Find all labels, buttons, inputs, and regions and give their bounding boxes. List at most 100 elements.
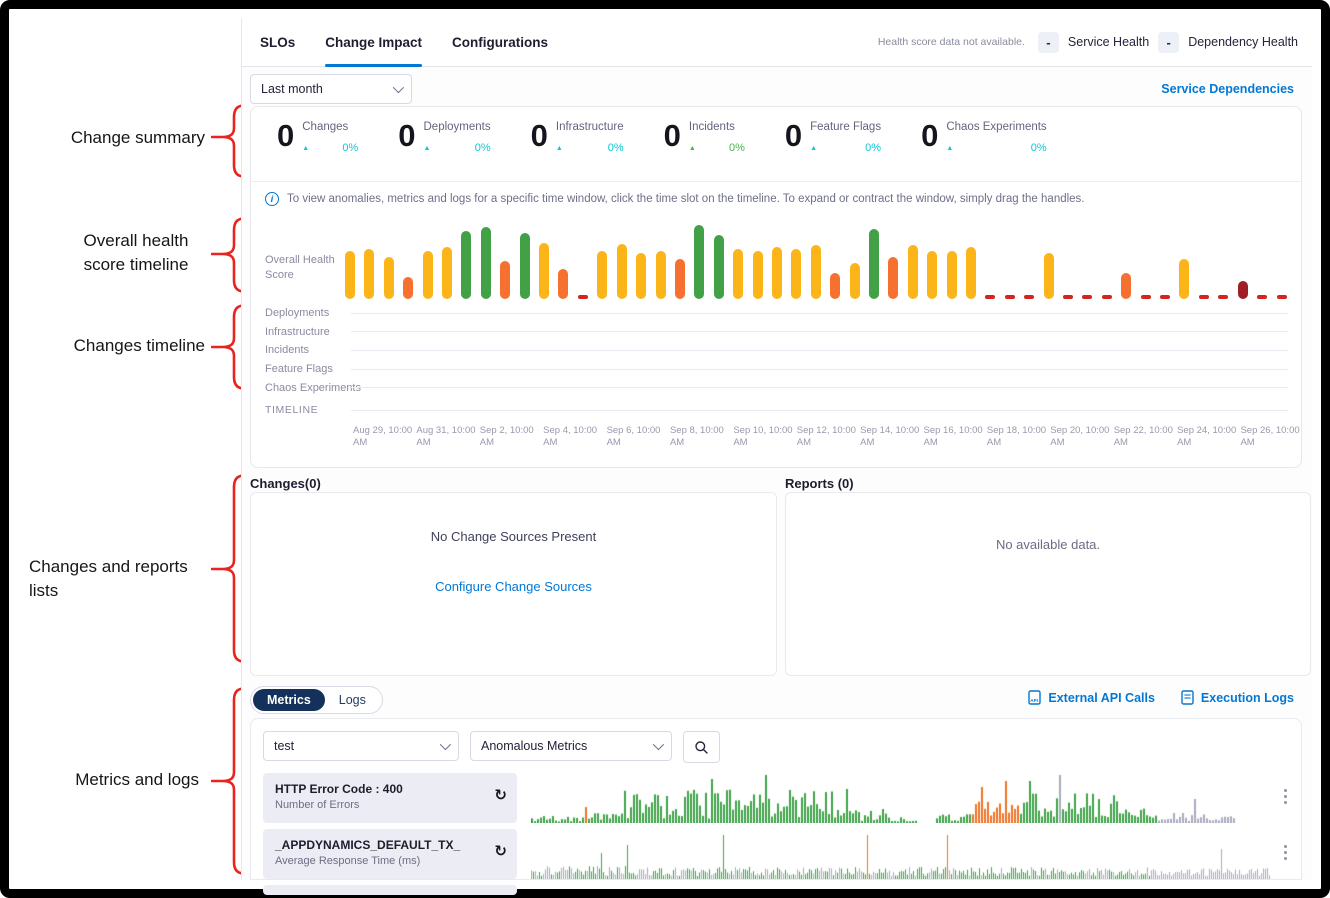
stat-delta: 0% — [728, 142, 745, 154]
health-bar[interactable] — [1276, 295, 1287, 299]
change-summary-card: 0 Changes ▲ 0% 0 Deployments ▲ 0% 0 — [250, 106, 1302, 468]
tab-change-impact[interactable]: Change Impact — [325, 18, 422, 67]
health-bar[interactable] — [907, 245, 918, 299]
metric-type-select[interactable]: Anomalous Metrics — [470, 731, 672, 761]
health-bar[interactable] — [830, 273, 841, 299]
health-bar[interactable] — [1218, 295, 1229, 299]
tab-configurations[interactable]: Configurations — [452, 34, 549, 50]
health-bar[interactable] — [868, 229, 879, 299]
external-api-calls-link[interactable]: API External API Calls — [1028, 690, 1155, 705]
health-bar[interactable] — [422, 251, 433, 299]
divider — [251, 181, 1301, 182]
health-bar[interactable] — [849, 263, 860, 299]
health-bar[interactable] — [364, 249, 375, 299]
health-bar[interactable] — [1121, 273, 1132, 299]
metric-row: _APPDYNAMICS_DEFAULT_TX_ Average Respons… — [263, 829, 1289, 879]
refresh-icon[interactable]: ↻ — [494, 787, 507, 804]
health-bar[interactable] — [927, 251, 938, 299]
health-bar[interactable] — [345, 251, 355, 299]
health-bar[interactable] — [1257, 295, 1268, 299]
health-bar[interactable] — [655, 251, 666, 299]
stat-feature-flags: 0 Feature Flags ▲ 0% — [785, 120, 881, 154]
health-bar[interactable] — [597, 251, 608, 299]
health-bar[interactable] — [674, 259, 685, 299]
info-icon: i — [265, 192, 279, 206]
health-bar[interactable] — [1024, 295, 1035, 299]
health-bar[interactable] — [1043, 253, 1054, 299]
health-bar[interactable] — [966, 247, 976, 299]
timeline-tick: Sep 6, 10:00 AM — [606, 425, 661, 448]
overall-health-score-chart[interactable] — [345, 215, 1287, 299]
health-bar[interactable] — [752, 251, 763, 299]
health-bar[interactable] — [480, 227, 491, 299]
health-bar[interactable] — [1101, 295, 1112, 299]
service-filter-select[interactable]: test — [263, 731, 459, 761]
time-range-select[interactable]: Last month — [250, 74, 412, 104]
health-bar[interactable] — [636, 253, 647, 299]
health-bar[interactable] — [461, 231, 472, 299]
metric-title: _APPDYNAMICS_DEFAULT_TX_ — [275, 838, 461, 852]
health-bar[interactable] — [442, 247, 453, 299]
health-bar[interactable] — [713, 235, 724, 299]
health-bar[interactable] — [946, 251, 957, 299]
health-bar[interactable] — [1004, 295, 1015, 299]
health-bar[interactable] — [810, 245, 821, 299]
annotation-changes-and-reports-lists: Changes and reports lists — [29, 557, 188, 601]
health-bar[interactable] — [577, 295, 588, 299]
health-bar[interactable] — [888, 257, 899, 299]
timeline-ticks: Aug 29, 10:00 AM Aug 31, 10:00 AM Sep 2, 1… — [353, 425, 1304, 449]
metric-name-card[interactable]: HTTP Error Code : 400 Number of Errors ↻ — [263, 773, 517, 823]
toggle-metrics[interactable]: Metrics — [253, 689, 325, 711]
trend-up-icon: ▲ — [423, 144, 431, 152]
health-bar[interactable] — [1082, 295, 1093, 299]
service-dependencies-link[interactable]: Service Dependencies — [1161, 82, 1294, 96]
health-bar[interactable] — [1140, 295, 1151, 299]
stat-value: 0 — [921, 118, 939, 153]
health-bar[interactable] — [1179, 259, 1190, 299]
execution-logs-link[interactable]: Execution Logs — [1181, 690, 1294, 705]
change-row-track — [351, 387, 1288, 389]
health-bar[interactable] — [694, 225, 705, 299]
metric-name-card[interactable]: _APPDYNAMICS_DEFAULT_TX_ Average Respons… — [263, 829, 517, 879]
health-bar[interactable] — [558, 269, 569, 299]
health-bar[interactable] — [1063, 295, 1074, 299]
metrics-logs-toggle: Metrics Logs — [250, 686, 383, 714]
toggle-logs[interactable]: Logs — [338, 693, 366, 707]
health-bar[interactable] — [733, 249, 744, 299]
changes-panel-title: Changes(0) — [250, 476, 321, 491]
metric-sparkline[interactable] — [531, 773, 1276, 823]
timeline-tick: Sep 8, 10:00 AM — [669, 425, 724, 448]
timeline-tick: Aug 31, 10:00 AM — [416, 425, 476, 448]
health-bar[interactable] — [500, 261, 511, 299]
refresh-icon[interactable]: ↻ — [494, 843, 507, 860]
stat-label: Chaos Experiments — [946, 121, 1047, 133]
health-bar[interactable] — [383, 257, 394, 299]
more-options-icon[interactable] — [1282, 787, 1289, 806]
timeline-tick: Sep 24, 10:00 AM — [1177, 425, 1237, 448]
health-bar[interactable] — [1237, 281, 1248, 299]
timeline-axis-label: TIMELINE — [265, 404, 319, 416]
health-bar[interactable] — [519, 233, 530, 299]
change-row-deployments: Deployments — [251, 304, 1301, 323]
stat-delta: 0% — [342, 142, 359, 154]
chevron-down-icon — [652, 738, 665, 751]
timeline-tick: Sep 12, 10:00 AM — [796, 425, 856, 448]
health-bar[interactable] — [791, 249, 802, 299]
more-options-icon[interactable] — [1282, 843, 1289, 862]
dependency-health-badge: - — [1158, 31, 1180, 53]
stat-value: 0 — [663, 118, 681, 153]
health-bar[interactable] — [616, 244, 627, 299]
health-bar[interactable] — [539, 243, 550, 299]
metric-sparkline[interactable] — [531, 829, 1276, 879]
health-bar[interactable] — [985, 295, 996, 299]
tab-slos[interactable]: SLOs — [260, 34, 296, 50]
search-button[interactable] — [683, 731, 720, 763]
health-bar[interactable] — [1198, 295, 1209, 299]
health-bar[interactable] — [771, 247, 782, 299]
app-panel: SLOs Change Impact Configurations Health… — [241, 18, 1312, 895]
configure-change-sources-link[interactable]: Configure Change Sources — [435, 579, 592, 594]
health-bar[interactable] — [1160, 295, 1171, 299]
stat-label: Feature Flags — [810, 121, 882, 133]
health-bar[interactable] — [403, 277, 414, 299]
change-row-label: Incidents — [265, 344, 310, 357]
